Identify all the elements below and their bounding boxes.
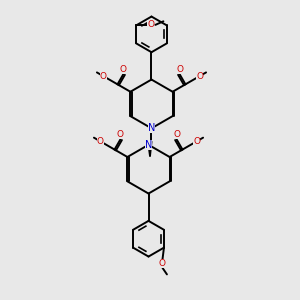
Text: N: N <box>148 123 155 133</box>
Text: O: O <box>193 137 200 146</box>
Text: O: O <box>176 65 183 74</box>
Text: O: O <box>120 65 127 74</box>
Text: N: N <box>145 140 152 150</box>
Text: O: O <box>159 259 166 268</box>
Text: O: O <box>97 137 104 146</box>
Text: O: O <box>117 130 124 139</box>
Text: O: O <box>147 20 155 29</box>
Text: O: O <box>196 72 203 81</box>
Text: O: O <box>100 72 107 81</box>
Text: O: O <box>173 130 180 139</box>
